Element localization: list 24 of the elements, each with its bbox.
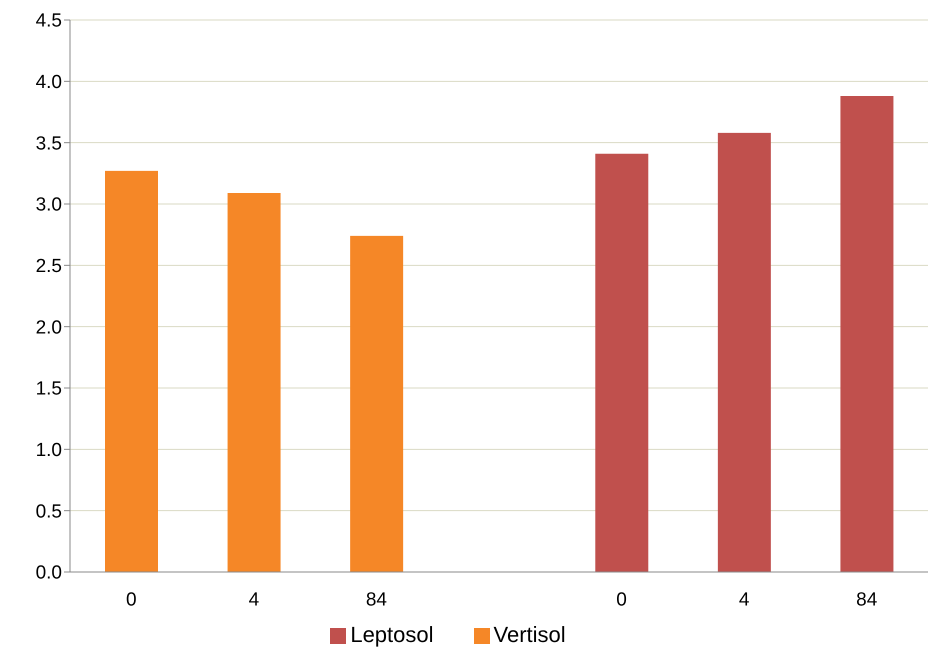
bar xyxy=(595,154,648,572)
y-tick-label: 4.5 xyxy=(36,10,62,32)
x-tick-label: 0 xyxy=(616,589,627,610)
x-tick-label: 84 xyxy=(856,589,878,610)
y-tick-label: 3.5 xyxy=(36,133,62,154)
bar xyxy=(350,236,404,572)
legend-label: Leptosol xyxy=(350,622,434,647)
x-tick-label: 84 xyxy=(366,589,388,610)
y-tick-label: 0.0 xyxy=(36,562,62,584)
x-tick-label: 4 xyxy=(248,589,260,610)
bar xyxy=(105,170,158,572)
y-tick-label: 0.5 xyxy=(36,501,62,522)
y-tick-label: 3.0 xyxy=(36,194,62,216)
legend-label: Vertisol xyxy=(494,622,566,647)
y-tick-label: 2.5 xyxy=(36,256,62,278)
bar xyxy=(228,192,281,572)
bar xyxy=(840,96,894,572)
x-tick-label: 0 xyxy=(126,589,137,610)
y-tick-label: 4.0 xyxy=(36,72,62,94)
bar xyxy=(718,132,771,572)
y-tick-label: 1.5 xyxy=(36,378,62,400)
y-tick-label: 2.0 xyxy=(36,317,62,338)
x-tick-label: 4 xyxy=(738,589,750,610)
y-tick-label: 1.0 xyxy=(36,440,62,462)
